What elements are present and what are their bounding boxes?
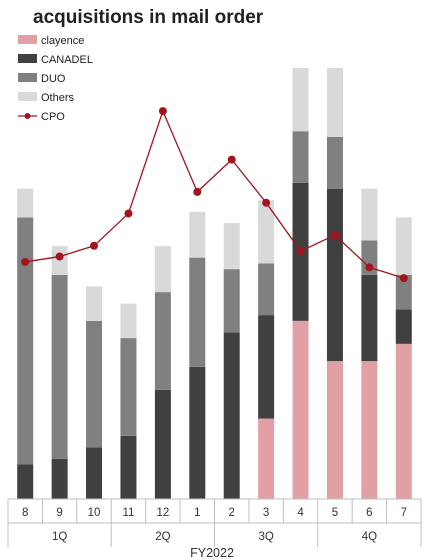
- chart-title: acquisitions in mail order: [33, 7, 264, 28]
- bar-others-6: [361, 188, 378, 241]
- x-axis-title: FY2022: [190, 546, 234, 560]
- x-tick-label-5: 5: [332, 507, 338, 519]
- bar-duo-3: [258, 263, 275, 316]
- x-group-label-4q: 4Q: [362, 531, 377, 543]
- bar-others-11: [120, 303, 137, 339]
- cpo-point-5: [330, 231, 339, 240]
- legend-swatch-clayence: [18, 35, 37, 44]
- legend-swatch-cpo-marker: [24, 113, 31, 119]
- legend-label-clayence: clayence: [41, 35, 84, 47]
- bar-canadel-1: [189, 366, 206, 499]
- bar-duo-8: [17, 217, 34, 465]
- bar-duo-11: [120, 338, 137, 436]
- x-tick-label-4: 4: [297, 507, 304, 519]
- bar-duo-10: [86, 320, 103, 448]
- cpo-point-7: [399, 274, 408, 283]
- bar-canadel-6: [361, 274, 378, 362]
- bar-others-8: [17, 188, 34, 218]
- legend: clayence CANADEL DUO Others CPO: [18, 35, 93, 123]
- legend-label-canadel: CANADEL: [41, 54, 93, 66]
- bar-canadel-11: [120, 435, 137, 499]
- bar-clayence-3: [258, 418, 275, 499]
- cpo-point-6: [365, 263, 374, 272]
- bar-others-4: [292, 68, 309, 132]
- x-group-label-3q: 3Q: [258, 531, 273, 543]
- bar-others-7: [395, 217, 412, 275]
- bar-canadel-7: [395, 309, 412, 344]
- bar-canadel-9: [51, 458, 68, 499]
- bar-canadel-8: [17, 464, 34, 499]
- cpo-point-1: [193, 187, 202, 196]
- x-tick-label-6: 6: [366, 507, 372, 519]
- bar-duo-5: [326, 136, 343, 189]
- x-group-label-1q: 1Q: [52, 531, 67, 543]
- x-tick-label-10: 10: [88, 507, 101, 519]
- bar-duo-12: [154, 292, 171, 390]
- x-tick-label-1: 1: [194, 507, 200, 519]
- x-tick-label-12: 12: [156, 507, 169, 519]
- bar-duo-9: [51, 274, 68, 459]
- bar-others-3: [258, 200, 275, 264]
- cpo-point-10: [90, 241, 99, 250]
- x-tick-label-9: 9: [56, 507, 62, 519]
- legend-swatch-duo: [18, 73, 37, 82]
- bar-canadel-3: [258, 315, 275, 419]
- bar-canadel-5: [326, 188, 343, 362]
- cpo-line-layer: [21, 107, 408, 283]
- bar-duo-2: [223, 269, 240, 333]
- x-tick-label-3: 3: [263, 507, 269, 519]
- bar-others-1: [189, 211, 206, 258]
- bar-canadel-10: [86, 447, 103, 499]
- cpo-point-3: [262, 198, 271, 207]
- bar-clayence-4: [292, 320, 309, 499]
- bar-others-12: [154, 246, 171, 293]
- bar-duo-1: [189, 257, 206, 367]
- bar-canadel-12: [154, 389, 171, 499]
- bar-others-2: [223, 223, 240, 270]
- bar-duo-6: [361, 240, 378, 275]
- bar-clayence-7: [395, 343, 412, 499]
- bar-clayence-6: [361, 361, 378, 499]
- cpo-point-8: [21, 257, 30, 266]
- x-tick-label-2: 2: [229, 507, 235, 519]
- bar-others-10: [86, 286, 103, 321]
- legend-label-others: Others: [41, 92, 75, 104]
- cpo-point-9: [55, 252, 64, 261]
- cpo-line: [25, 109, 404, 279]
- x-tick-label-7: 7: [401, 507, 407, 519]
- cpo-point-4: [296, 247, 305, 256]
- bar-duo-4: [292, 131, 309, 183]
- x-tick-label-11: 11: [122, 507, 134, 519]
- bar-duo-7: [395, 274, 412, 310]
- bar-others-5: [326, 68, 343, 137]
- bar-canadel-2: [223, 332, 240, 499]
- legend-label-duo: DUO: [41, 73, 66, 85]
- cpo-point-2: [227, 155, 236, 164]
- x-group-label-2q: 2Q: [155, 531, 170, 543]
- bar-clayence-5: [326, 361, 343, 499]
- cpo-point-12: [158, 107, 167, 116]
- bars-layer: [17, 68, 412, 499]
- legend-swatch-canadel: [18, 54, 37, 63]
- cpo-point-11: [124, 209, 133, 218]
- x-tick-label-8: 8: [22, 507, 28, 519]
- legend-label-cpo: CPO: [41, 111, 65, 123]
- legend-swatch-others: [18, 92, 37, 101]
